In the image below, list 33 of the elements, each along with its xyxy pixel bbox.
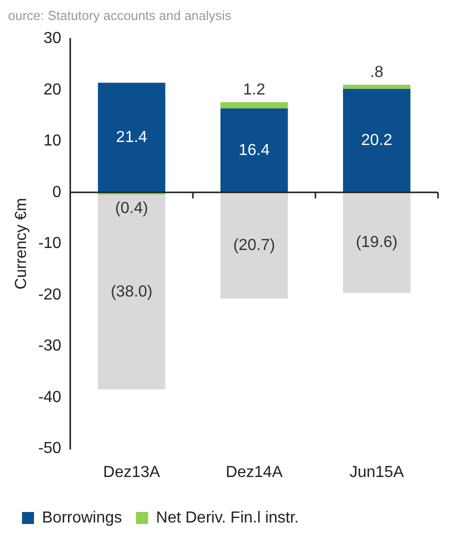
bar — [343, 84, 410, 89]
x-tick-label: Dez14A — [226, 464, 283, 481]
y-tick-label: 30 — [44, 30, 62, 48]
bar — [343, 192, 410, 293]
bar — [220, 108, 288, 192]
bar — [220, 192, 288, 299]
bar — [98, 194, 166, 390]
x-tick-label: Dez13A — [103, 464, 160, 481]
x-tick-label: Jun15A — [350, 464, 404, 481]
data-label: 21.4 — [116, 128, 148, 146]
data-label: 20.2 — [361, 132, 392, 150]
data-label: (38.0) — [110, 283, 153, 300]
data-label: 1.2 — [243, 82, 266, 99]
bar — [343, 88, 410, 192]
y-tick-label: -50 — [38, 440, 62, 458]
data-label: .8 — [370, 64, 384, 82]
bar — [220, 102, 288, 108]
data-label: (0.4) — [115, 200, 148, 217]
bar — [98, 82, 166, 192]
y-tick-label: 20 — [44, 81, 62, 98]
data-label: (20.7) — [233, 236, 276, 254]
y-tick-label: -20 — [38, 286, 62, 304]
y-tick-label: -30 — [38, 338, 62, 355]
y-tick-label: 0 — [52, 184, 62, 201]
y-tick-label: -10 — [38, 235, 62, 252]
data-label: 16.4 — [238, 142, 270, 159]
legend-label: Borrowings — [42, 509, 122, 526]
y-axis-title: Currency €m — [13, 198, 30, 290]
y-tick-label: -40 — [38, 388, 62, 406]
data-label: (19.6) — [356, 234, 398, 252]
text: ource: Statutory accounts and analysis — [8, 8, 232, 25]
legend-label: Net Deriv. Fin.l instr. — [156, 509, 299, 526]
y-tick-label: 10 — [44, 132, 62, 150]
